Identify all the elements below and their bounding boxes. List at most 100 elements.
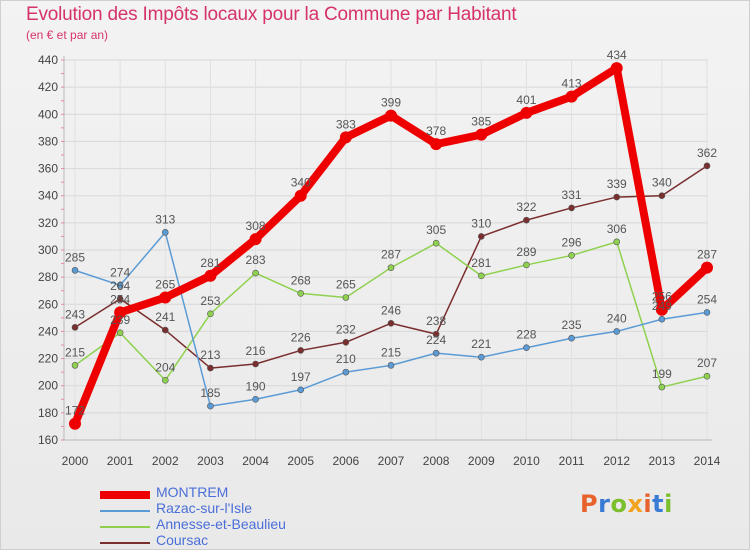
data-label: 283 <box>246 253 266 267</box>
data-point <box>116 281 124 289</box>
data-label: 265 <box>155 278 175 292</box>
data-label: 268 <box>291 273 311 287</box>
x-tick-label: 2013 <box>649 454 676 468</box>
data-point <box>523 344 530 352</box>
x-tick-label: 2006 <box>333 454 360 468</box>
data-point <box>385 109 397 122</box>
data-point <box>432 349 440 357</box>
data-point <box>610 62 623 75</box>
legend-swatch-razac <box>100 510 150 512</box>
logo-letter: o <box>610 490 628 518</box>
data-label: 216 <box>246 344 266 358</box>
data-point <box>703 372 711 380</box>
legend-item-montrem[interactable]: MONTREM <box>100 484 360 500</box>
data-point <box>613 193 621 201</box>
data-point <box>207 402 214 410</box>
data-label: 274 <box>110 265 130 279</box>
data-point <box>252 269 259 277</box>
legend-label-annesse: Annesse-et-Beaulieu <box>156 516 286 532</box>
proxiti-logo[interactable]: Proxiti <box>580 490 673 518</box>
data-point <box>430 138 443 151</box>
y-tick-label: 380 <box>38 134 58 148</box>
data-point <box>703 162 711 170</box>
data-label: 215 <box>381 345 401 359</box>
data-point <box>658 192 666 200</box>
data-label: 287 <box>697 248 717 262</box>
data-point <box>703 309 711 316</box>
data-label: 185 <box>200 386 220 400</box>
data-point <box>297 386 305 394</box>
data-label: 256 <box>652 290 672 304</box>
y-tick-label: 440 <box>38 53 58 67</box>
y-tick-label: 360 <box>38 162 58 176</box>
data-point <box>294 189 307 202</box>
data-point <box>568 204 575 212</box>
data-point <box>71 362 79 369</box>
data-point <box>387 319 395 327</box>
data-label: 172 <box>65 404 85 418</box>
data-point <box>387 362 395 369</box>
x-tick-label: 2008 <box>423 454 450 468</box>
data-label: 383 <box>336 117 356 131</box>
legend-label-razac: Razac-sur-l'Isle <box>156 500 253 516</box>
data-point <box>161 326 169 334</box>
data-point <box>477 272 485 280</box>
data-label: 228 <box>516 328 536 342</box>
y-tick-label: 240 <box>38 324 58 338</box>
data-point <box>252 395 259 403</box>
data-point <box>297 290 305 297</box>
data-point <box>568 252 575 259</box>
data-label: 331 <box>562 188 582 202</box>
data-label: 413 <box>562 77 582 91</box>
data-label: 362 <box>697 146 717 160</box>
data-point <box>658 315 666 323</box>
data-point <box>297 347 305 354</box>
x-tick-label: 2001 <box>107 454 134 468</box>
data-label: 246 <box>381 303 401 317</box>
data-point <box>114 306 127 319</box>
legend-item-annesse[interactable]: Annesse-et-Beaulieu <box>100 516 360 532</box>
y-tick-label: 320 <box>38 216 58 230</box>
chart-legend: MONTREM Razac-sur-l'Isle Annesse-et-Beau… <box>100 484 360 548</box>
data-point <box>71 267 79 274</box>
logo-letter: P <box>580 490 599 518</box>
data-label: 224 <box>426 333 446 347</box>
x-tick-label: 2000 <box>62 454 89 468</box>
data-label: 240 <box>607 311 627 325</box>
data-label: 254 <box>110 292 130 306</box>
data-label: 385 <box>471 115 491 129</box>
data-label: 213 <box>200 348 220 362</box>
data-point <box>568 334 575 342</box>
data-label: 305 <box>426 223 446 237</box>
y-tick-label: 400 <box>38 107 58 121</box>
x-tick-label: 2003 <box>197 454 224 468</box>
data-label: 199 <box>652 367 672 381</box>
legend-item-razac[interactable]: Razac-sur-l'Isle <box>100 500 360 516</box>
x-tick-label: 2007 <box>378 454 405 468</box>
data-label: 340 <box>291 176 311 190</box>
data-point <box>71 324 79 331</box>
logo-letter: i <box>664 490 673 518</box>
x-tick-label: 2004 <box>242 454 269 468</box>
legend-swatch-montrem <box>100 491 150 499</box>
data-label: 197 <box>291 370 311 384</box>
data-label: 306 <box>607 222 627 236</box>
legend-item-coursac[interactable]: Coursac <box>100 532 360 548</box>
data-point <box>523 216 530 224</box>
x-tick-label: 2014 <box>694 454 721 468</box>
x-tick-label: 2009 <box>468 454 495 468</box>
data-point <box>252 360 259 368</box>
y-tick-label: 300 <box>38 243 58 257</box>
logo-letter: r <box>598 490 611 518</box>
data-label: 285 <box>65 250 85 264</box>
data-label: 226 <box>291 330 311 344</box>
data-point <box>613 238 621 246</box>
data-label: 322 <box>516 200 536 214</box>
x-tick-label: 2010 <box>513 454 540 468</box>
data-label: 264 <box>110 279 130 293</box>
data-point <box>342 368 350 376</box>
legend-label-montrem: MONTREM <box>156 484 229 500</box>
y-tick-label: 340 <box>38 189 58 203</box>
y-tick-label: 160 <box>38 433 58 447</box>
legend-swatch-annesse <box>100 526 150 528</box>
